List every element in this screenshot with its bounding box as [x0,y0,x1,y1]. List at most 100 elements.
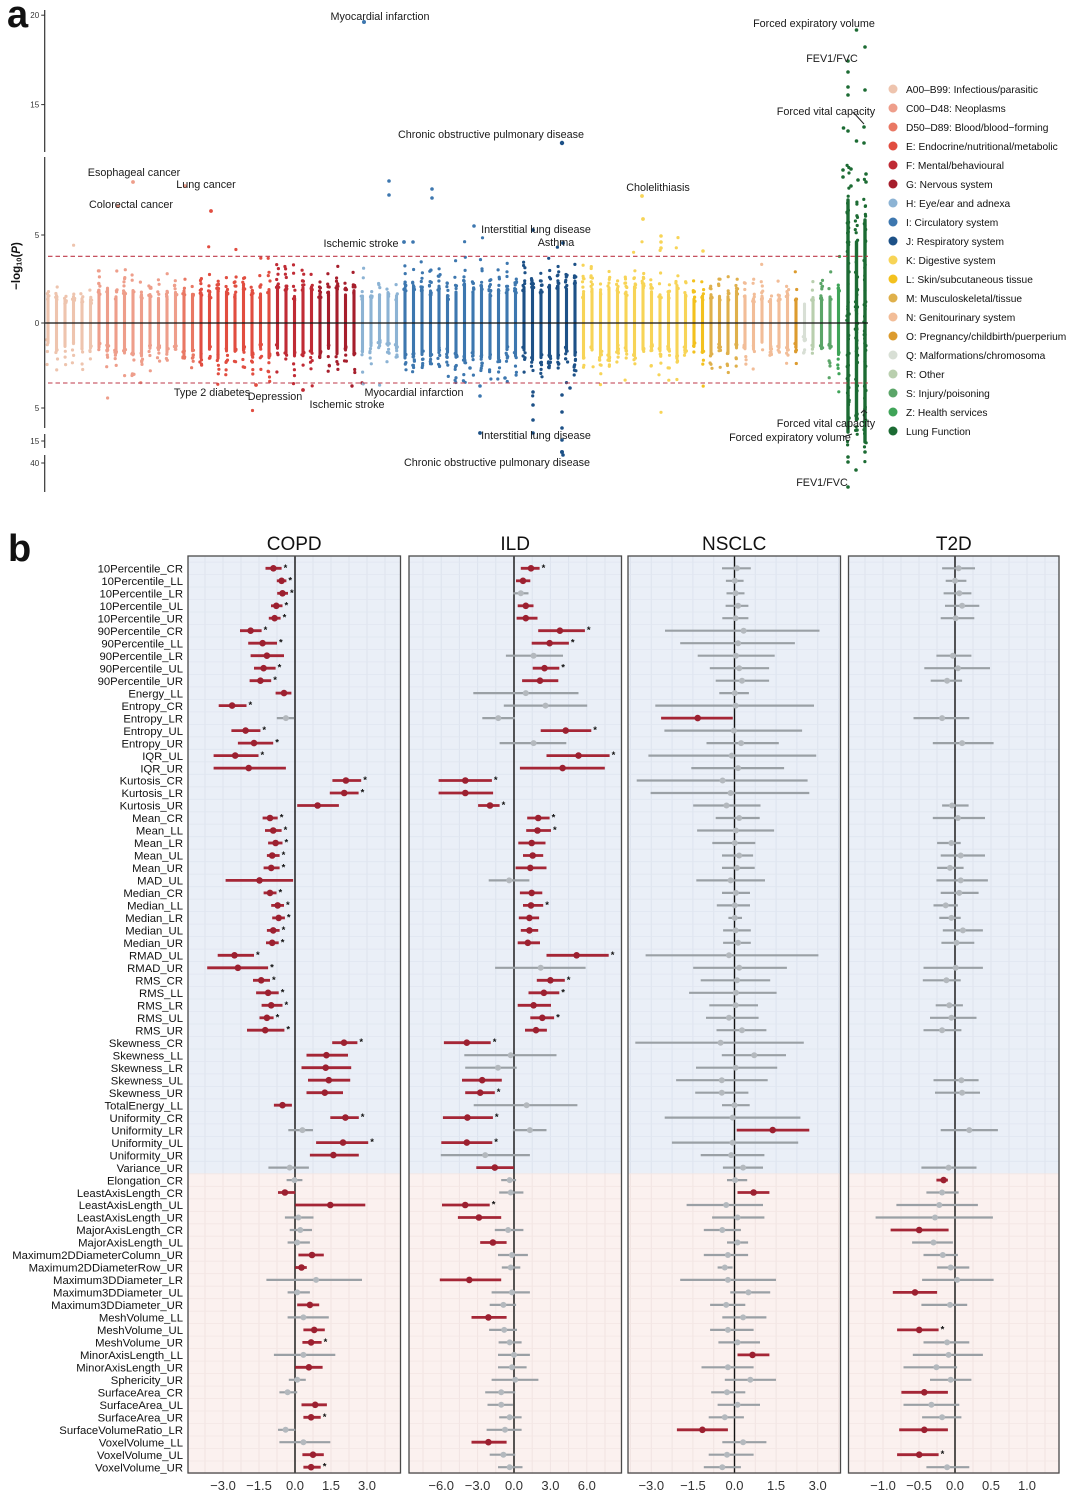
svg-text:90Percentile_LL: 90Percentile_LL [101,638,183,650]
svg-text:I: Circulatory system: I: Circulatory system [906,218,998,229]
svg-text:*: * [363,775,367,786]
svg-text:H: Eye/ear and adnexa: H: Eye/ear and adnexa [906,199,1011,210]
svg-text:10Percentile_UR: 10Percentile_UR [98,613,183,625]
svg-text:D50–D89: Blood/blood−forming: D50–D89: Blood/blood−forming [906,123,1049,134]
svg-text:*: * [282,925,286,936]
svg-text:Kurtosis_CR: Kurtosis_CR [120,776,183,788]
svg-text:MeshVolume_LL: MeshVolume_LL [99,1313,183,1325]
svg-text:*: * [270,962,274,973]
svg-text:Mean_UR: Mean_UR [132,863,183,875]
svg-text:*: * [272,975,276,986]
svg-text:0.0: 0.0 [946,1478,964,1493]
svg-text:*: * [256,950,260,961]
svg-text:1.5: 1.5 [767,1478,785,1493]
svg-text:*: * [282,850,286,861]
svg-text:Myocardial infarction: Myocardial infarction [330,11,429,23]
svg-text:SurfaceVolumeRatio_LR: SurfaceVolumeRatio_LR [59,1425,183,1437]
svg-text:Median_UR: Median_UR [123,938,183,950]
svg-text:VoxelVolume_UR: VoxelVolume_UR [95,1462,183,1474]
svg-text:R: Other: R: Other [906,370,945,381]
svg-text:*: * [611,950,615,961]
svg-text:*: * [494,775,498,786]
svg-text:ILD: ILD [500,534,530,555]
svg-text:*: * [571,638,575,649]
svg-text:Ischemic stroke: Ischemic stroke [310,399,385,411]
svg-text:0.0: 0.0 [286,1478,304,1493]
svg-text:90Percentile_UL: 90Percentile_UL [99,663,183,675]
svg-text:1.5: 1.5 [322,1478,340,1493]
svg-text:*: * [284,563,288,574]
svg-text:*: * [288,575,292,586]
svg-text:Interstitial lung disease: Interstitial lung disease [481,224,591,236]
svg-text:Maximum3DDiameter_LR: Maximum3DDiameter_LR [53,1275,183,1287]
svg-text:*: * [279,638,283,649]
svg-text:*: * [553,825,557,836]
svg-text:Maximum3DDiameter_UL: Maximum3DDiameter_UL [53,1288,183,1300]
svg-text:LeastAxisLength_UL: LeastAxisLength_UL [79,1200,183,1212]
svg-text:*: * [370,1137,374,1148]
svg-text:Ischemic stroke: Ischemic stroke [324,238,399,250]
svg-text:15: 15 [30,101,39,110]
svg-text:*: * [273,675,277,686]
svg-text:*: * [359,1037,363,1048]
svg-text:Asthma: Asthma [538,237,575,249]
svg-text:Entropy_UL: Entropy_UL [123,726,183,738]
svg-text:−1.5: −1.5 [246,1478,272,1493]
svg-text:*: * [280,813,284,824]
svg-text:*: * [542,563,546,574]
svg-text:FEV1/FVC: FEV1/FVC [806,53,858,65]
svg-text:G: Nervous system: G: Nervous system [906,180,993,191]
svg-text:J: Respiratory system: J: Respiratory system [906,237,1004,248]
svg-text:Cholelithiasis: Cholelithiasis [626,182,690,194]
svg-text:Median_LR: Median_LR [125,913,183,925]
svg-text:a: a [7,0,29,36]
svg-text:*: * [286,1025,290,1036]
svg-text:*: * [492,1200,496,1211]
svg-text:−log10(P): −log10(P) [11,242,24,290]
svg-text:L: Skin/subcutaneous tissue: L: Skin/subcutaneous tissue [906,275,1033,286]
svg-text:Maximum2DDiameterRow_UR: Maximum2DDiameterRow_UR [29,1263,183,1275]
svg-text:Skewness_LL: Skewness_LL [113,1050,183,1062]
svg-text:Forced vital capacity: Forced vital capacity [777,418,876,430]
svg-text:VoxelVolume_UL: VoxelVolume_UL [97,1450,183,1462]
svg-text:6.0: 6.0 [578,1478,596,1493]
svg-text:Kurtosis_UR: Kurtosis_UR [120,801,183,813]
svg-text:Q: Malformations/chromosoma: Q: Malformations/chromosoma [906,351,1046,362]
svg-text:*: * [587,625,591,636]
svg-text:Mean_UL: Mean_UL [134,851,183,863]
svg-text:T2D: T2D [936,534,972,555]
svg-text:*: * [282,862,286,873]
svg-text:Colorectal cancer: Colorectal cancer [89,199,173,211]
svg-text:Z: Health services: Z: Health services [906,408,988,419]
svg-text:Energy_LL: Energy_LL [128,688,183,700]
svg-text:−3.0: −3.0 [210,1478,236,1493]
svg-text:IQR_UL: IQR_UL [142,751,183,763]
svg-text:*: * [502,800,506,811]
svg-text:10Percentile_CR: 10Percentile_CR [98,564,183,576]
svg-text:90Percentile_CR: 90Percentile_CR [98,626,183,638]
svg-text:SurfaceArea_CR: SurfaceArea_CR [98,1388,183,1400]
svg-text:S: Injury/poisoning: S: Injury/poisoning [906,389,990,400]
svg-text:*: * [285,600,289,611]
svg-text:*: * [612,750,616,761]
svg-text:−0.5: −0.5 [906,1478,932,1493]
svg-text:O: Pregnancy/childbirth/puerpe: O: Pregnancy/childbirth/puerperium [906,332,1066,343]
svg-text:20: 20 [30,11,39,20]
svg-text:A00–B99: Infectious/parasitic: A00–B99: Infectious/parasitic [906,85,1038,96]
svg-text:N: Genitourinary system: N: Genitourinary system [906,313,1015,324]
svg-text:*: * [561,987,565,998]
svg-text:*: * [324,1337,328,1348]
svg-text:Skewness_CR: Skewness_CR [109,1038,183,1050]
svg-text:SurfaceArea_UR: SurfaceArea_UR [98,1413,183,1425]
svg-text:*: * [264,625,268,636]
svg-text:Chronic obstructive pulmonary: Chronic obstructive pulmonary disease [398,129,584,141]
svg-text:RMAD_UL: RMAD_UL [129,951,183,963]
svg-text:VoxelVolume_LL: VoxelVolume_LL [99,1438,183,1450]
svg-text:Variance_UR: Variance_UR [117,1163,183,1175]
svg-text:RMS_UR: RMS_UR [135,1025,183,1037]
svg-text:−1.0: −1.0 [870,1478,896,1493]
svg-text:5: 5 [35,231,40,240]
svg-text:Entropy_UR: Entropy_UR [121,738,183,750]
svg-text:Mean_LL: Mean_LL [136,826,183,838]
svg-text:Forced expiratory volume: Forced expiratory volume [753,18,875,30]
